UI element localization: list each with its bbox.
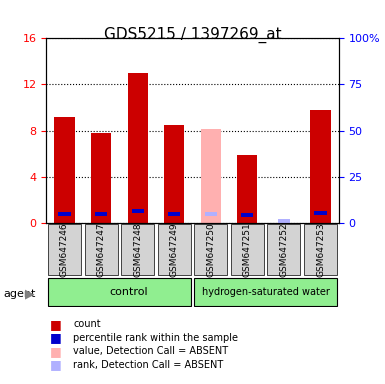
Bar bbox=[59, 212, 70, 216]
FancyBboxPatch shape bbox=[121, 224, 154, 275]
Text: count: count bbox=[73, 319, 101, 329]
Bar bbox=[54, 117, 75, 223]
Bar bbox=[168, 212, 180, 216]
FancyBboxPatch shape bbox=[194, 278, 337, 306]
Text: GSM647247: GSM647247 bbox=[97, 222, 105, 277]
FancyBboxPatch shape bbox=[194, 224, 227, 275]
Bar bbox=[95, 212, 107, 216]
Text: ■: ■ bbox=[50, 318, 62, 331]
Bar bbox=[310, 110, 331, 223]
Text: GSM647249: GSM647249 bbox=[170, 222, 179, 277]
Text: GSM647250: GSM647250 bbox=[206, 222, 215, 277]
Text: ■: ■ bbox=[50, 345, 62, 358]
FancyBboxPatch shape bbox=[304, 224, 337, 275]
Text: GSM647248: GSM647248 bbox=[133, 222, 142, 277]
FancyBboxPatch shape bbox=[231, 224, 264, 275]
Bar bbox=[164, 125, 184, 223]
Bar bbox=[205, 212, 217, 216]
Text: GSM647251: GSM647251 bbox=[243, 222, 252, 277]
Text: percentile rank within the sample: percentile rank within the sample bbox=[73, 333, 238, 343]
Text: GDS5215 / 1397269_at: GDS5215 / 1397269_at bbox=[104, 27, 281, 43]
FancyBboxPatch shape bbox=[48, 278, 191, 306]
Text: agent: agent bbox=[4, 289, 36, 299]
Text: hydrogen-saturated water: hydrogen-saturated water bbox=[202, 287, 330, 297]
Text: control: control bbox=[109, 287, 148, 297]
Bar bbox=[201, 129, 221, 223]
Bar bbox=[132, 209, 144, 213]
Bar bbox=[127, 73, 148, 223]
FancyBboxPatch shape bbox=[158, 224, 191, 275]
Bar bbox=[315, 211, 326, 215]
Text: value, Detection Call = ABSENT: value, Detection Call = ABSENT bbox=[73, 346, 228, 356]
Text: ■: ■ bbox=[50, 358, 62, 371]
Bar bbox=[278, 219, 290, 223]
FancyBboxPatch shape bbox=[48, 224, 81, 275]
Bar bbox=[91, 133, 111, 223]
Text: rank, Detection Call = ABSENT: rank, Detection Call = ABSENT bbox=[73, 360, 223, 370]
Text: ▶: ▶ bbox=[25, 287, 35, 300]
FancyBboxPatch shape bbox=[268, 224, 300, 275]
Text: GSM647246: GSM647246 bbox=[60, 222, 69, 277]
Bar bbox=[237, 155, 258, 223]
Text: GSM647252: GSM647252 bbox=[280, 222, 288, 277]
Bar bbox=[241, 213, 253, 217]
FancyBboxPatch shape bbox=[85, 224, 117, 275]
Text: GSM647253: GSM647253 bbox=[316, 222, 325, 277]
Text: ■: ■ bbox=[50, 331, 62, 344]
